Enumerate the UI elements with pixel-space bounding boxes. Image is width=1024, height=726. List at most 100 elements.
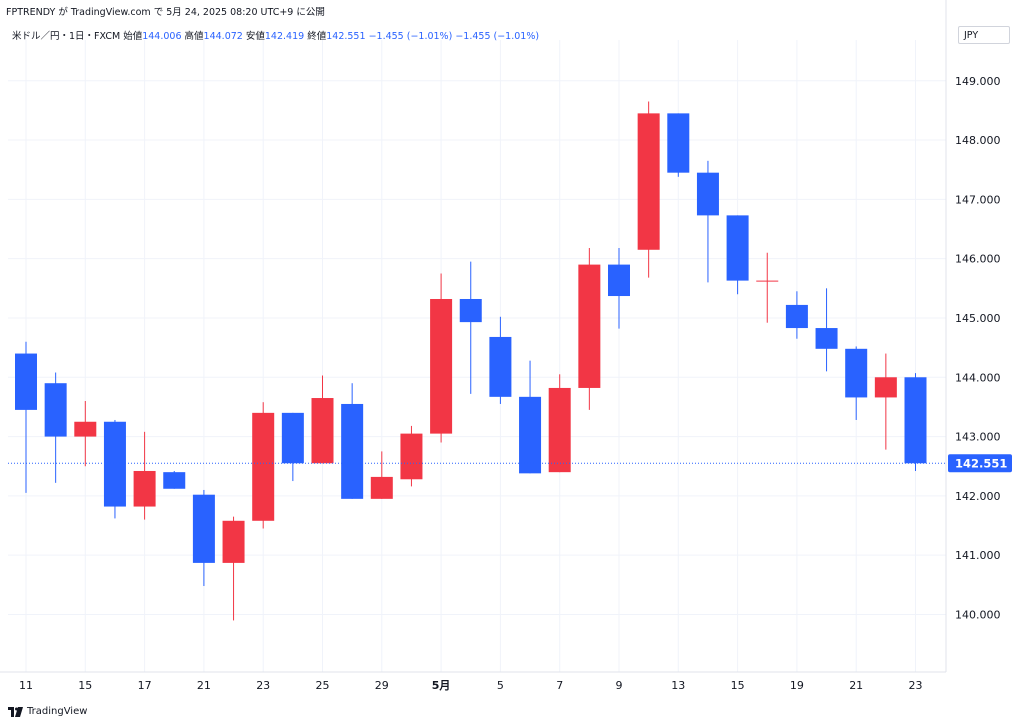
high-value: 144.072 [203, 31, 243, 42]
candle [637, 101, 660, 278]
candle [163, 470, 186, 489]
candle-body [311, 398, 334, 464]
candle-body [726, 215, 749, 281]
candle-body [103, 421, 126, 507]
last-price-label: 142.551 [955, 457, 1007, 471]
candle-body [696, 172, 719, 216]
candle-body [44, 383, 67, 437]
time-tick-label: 15 [731, 679, 745, 692]
candle-body [519, 396, 542, 474]
candle-body [845, 348, 868, 398]
candle-body [608, 264, 630, 297]
time-tick-label: 13 [671, 679, 685, 692]
candle-body [637, 113, 660, 250]
candle [252, 402, 275, 529]
candle-body [578, 264, 601, 388]
price-tick-label: 146.000 [955, 253, 1001, 266]
candle [192, 489, 215, 587]
candle-body [74, 421, 97, 437]
candle-body [370, 476, 393, 499]
change-value: −1.455 (−1.01%) [368, 31, 453, 42]
time-tick-label: 11 [19, 679, 33, 692]
candle-body [15, 353, 37, 410]
candle-body [904, 377, 927, 464]
open-label: 始値 [123, 31, 143, 42]
candle [756, 252, 779, 323]
time-tick-label: 23 [909, 679, 923, 692]
candle [904, 373, 927, 471]
candle [400, 425, 423, 487]
candle [726, 215, 749, 295]
candle [874, 353, 897, 450]
candle [667, 113, 690, 177]
time-tick-label: 5月 [432, 679, 451, 692]
candle-body [133, 470, 156, 507]
candle-body [667, 113, 690, 173]
change-percent-value: −1.455 (−1.01%) [455, 31, 540, 42]
candle-body [163, 472, 186, 489]
price-tick-label: 144.000 [955, 371, 1001, 384]
price-tick-label: 140.000 [955, 608, 1001, 621]
candle-body [252, 412, 275, 521]
candle [281, 412, 304, 482]
candle-body [785, 304, 808, 329]
publish-attribution: FPTRENDY が TradingView.com で 5月 24, 2025… [6, 7, 325, 18]
tradingview-logo-icon [8, 706, 23, 717]
candle [608, 247, 630, 329]
price-axis: 140.000 141.000 142.000 143.000 144.000 145.0… [945, 0, 1012, 672]
price-tick-label: 141.000 [955, 549, 1001, 562]
time-tick-label: 7 [556, 679, 563, 692]
candle [785, 291, 808, 339]
candle [311, 375, 334, 464]
candle-body [281, 412, 304, 464]
candle [370, 451, 393, 499]
price-tick-label: 148.000 [955, 134, 1001, 147]
candle [103, 419, 126, 519]
candle [519, 360, 542, 474]
candle-body [222, 520, 245, 563]
time-axis: 11 15 17 21 23 25 29 5月 5 7 9 13 15 19 21 23 [0, 671, 946, 692]
candle [44, 372, 67, 483]
currency-button[interactable]: JPY [958, 26, 1010, 44]
price-tick-label: 142.000 [955, 490, 1001, 503]
price-tick-label: 147.000 [955, 193, 1001, 206]
candle-body [756, 280, 779, 282]
time-tick-label: 23 [256, 679, 270, 692]
candle [222, 516, 245, 621]
candle-body [400, 433, 423, 480]
time-tick-label: 19 [790, 679, 804, 692]
chart-legend: 米ドル／円・1日・FXCM 始値144.006 高値144.072 安値142.… [12, 28, 539, 42]
price-tick-label: 149.000 [955, 75, 1001, 88]
high-label: 高値 [184, 31, 204, 42]
candle [74, 400, 97, 467]
candle [341, 383, 364, 499]
candle [815, 288, 838, 372]
footer-brand-label: TradingView [27, 706, 88, 717]
candle [430, 273, 453, 443]
last-price-badge [948, 454, 1012, 473]
time-tick-label: 29 [375, 679, 389, 692]
time-tick-label: 25 [316, 679, 330, 692]
candle-body [430, 298, 453, 434]
footer-brand[interactable]: TradingView [8, 706, 87, 717]
price-tick-label: 145.000 [955, 312, 1001, 325]
candle-body [341, 403, 364, 499]
candle-body [815, 328, 838, 349]
price-tick-label: 143.000 [955, 431, 1001, 444]
close-value: 142.551 [326, 31, 366, 42]
candle [548, 374, 571, 473]
candles [15, 101, 927, 621]
candle-body [874, 377, 897, 398]
candle-body [459, 298, 482, 323]
low-value: 142.419 [264, 31, 305, 42]
candle [578, 247, 601, 410]
candle-body [548, 387, 571, 473]
candle [15, 341, 37, 493]
grid-lines [8, 40, 946, 672]
time-tick-label: 17 [138, 679, 152, 692]
candle [459, 261, 482, 394]
symbol-label[interactable]: 米ドル／円・1日・FXCM [12, 31, 121, 42]
candle [133, 431, 156, 520]
candle-body [489, 336, 512, 397]
